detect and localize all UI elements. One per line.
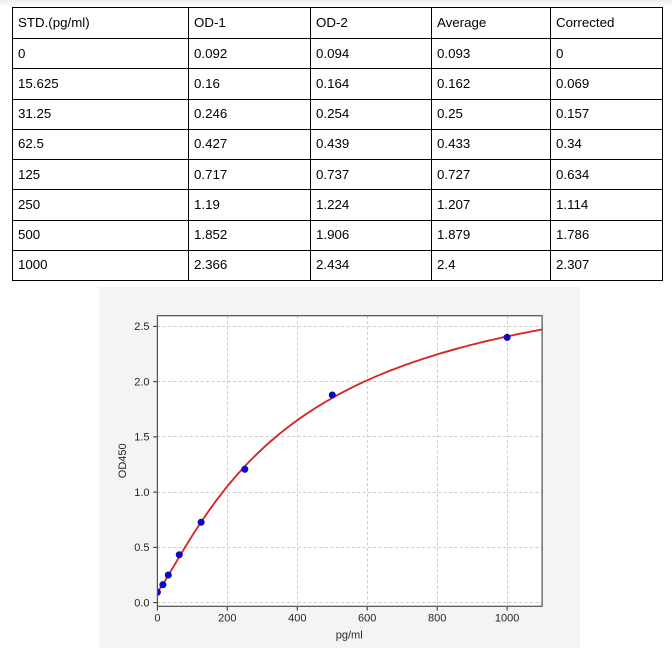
- svg-text:1.0: 1.0: [134, 487, 149, 499]
- svg-text:1.5: 1.5: [134, 432, 149, 444]
- svg-text:1000: 1000: [495, 613, 519, 625]
- svg-text:0.0: 0.0: [134, 597, 149, 609]
- svg-text:2.0: 2.0: [134, 376, 149, 388]
- svg-text:OD450: OD450: [117, 443, 129, 478]
- svg-text:600: 600: [358, 613, 376, 625]
- svg-text:400: 400: [288, 613, 306, 625]
- svg-text:0.5: 0.5: [134, 542, 149, 554]
- svg-text:2.5: 2.5: [134, 321, 149, 333]
- svg-text:800: 800: [428, 613, 446, 625]
- svg-text:200: 200: [218, 613, 236, 625]
- svg-text:pg/ml: pg/ml: [336, 630, 363, 642]
- svg-text:0: 0: [154, 613, 160, 625]
